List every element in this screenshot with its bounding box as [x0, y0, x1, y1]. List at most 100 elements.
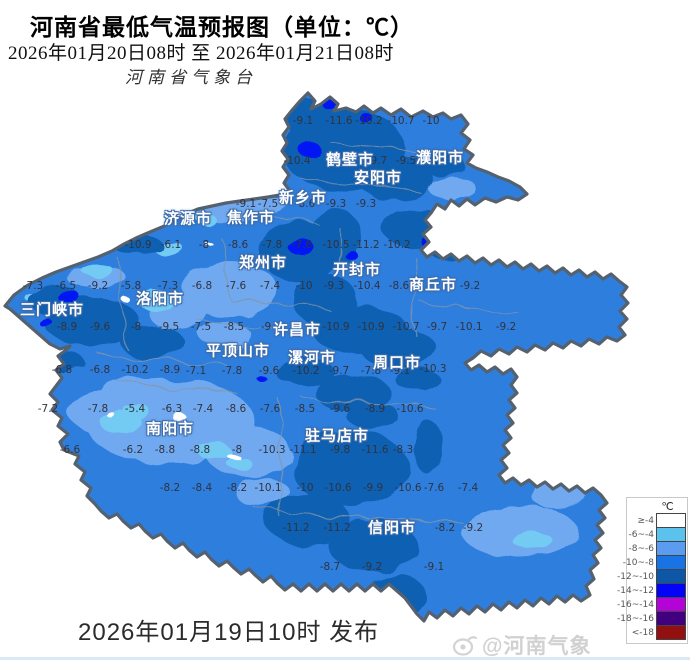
legend-color-swatch	[656, 583, 686, 598]
temp-value: -10	[422, 115, 440, 127]
legend-item: -14~-12	[617, 583, 686, 598]
temp-value: -8.6	[294, 198, 316, 210]
city-boundaries	[95, 141, 521, 523]
temp-value: -8.9	[159, 364, 181, 376]
temp-value: -9.7	[328, 365, 350, 377]
temp-value: -7.1	[185, 365, 207, 377]
temp-value: -9.2	[361, 561, 383, 573]
temp-value: -8.9	[56, 321, 78, 333]
city-label: 驻马店市	[304, 427, 370, 445]
temp-value: -9.2	[495, 321, 517, 333]
temp-value: -6.1	[160, 239, 182, 251]
province-base-fill	[5, 93, 628, 621]
temp-value: -6.2	[122, 444, 144, 456]
temp-value: -8.6	[388, 280, 410, 292]
legend-item-label: -14~-12	[617, 586, 654, 596]
temp-value: -9.1	[235, 198, 257, 210]
temp-value: -8	[130, 321, 142, 333]
temp-value: -8.8	[154, 444, 176, 456]
temp-value: -10.3	[419, 363, 447, 375]
city-label: 洛阳市	[135, 290, 185, 308]
province-border	[3, 91, 630, 623]
legend-color-swatch	[656, 555, 686, 570]
legend-item-label: -16~-14	[617, 600, 654, 610]
legend-item: <-18	[627, 625, 686, 640]
temp-value: -7.8	[87, 403, 109, 415]
temp-value: -9.2	[87, 280, 109, 292]
temp-value: -7.3	[22, 280, 44, 292]
legend-item-label: <-18	[631, 628, 654, 638]
temp-value: -6.8	[191, 280, 213, 292]
temp-value: -9.1	[292, 115, 314, 127]
temp-value: -11.2	[323, 522, 351, 534]
temp-value: -7.4	[457, 482, 479, 494]
legend-color-swatch	[656, 513, 686, 528]
temp-value: -9.2	[459, 280, 481, 292]
temp-value: -11.2	[352, 239, 380, 251]
map-legend: ℃ ≥-4 -6~-4 -8~-6 -10~-8 -12~-10 -14~-12 -16~-…	[617, 497, 688, 644]
legend-unit-label: ℃	[661, 501, 674, 513]
temp-value: -8.6	[227, 239, 249, 251]
temp-value: -7.6	[259, 403, 281, 415]
legend-item-label: -8~-6	[628, 544, 655, 554]
temp-value: -10.2	[292, 365, 320, 377]
temp-value: -10.2	[355, 115, 383, 127]
city-label: 济源市	[163, 210, 213, 228]
legend-color-swatch	[656, 569, 686, 584]
temp-value: -11.6	[361, 444, 389, 456]
city-label: 漯河市	[287, 349, 337, 367]
temp-value: -7.8	[261, 239, 283, 251]
temp-value: -9.8	[329, 444, 351, 456]
temp-value: -8.4	[191, 482, 213, 494]
temp-value: -8.2	[434, 522, 456, 534]
temp-value: -7.8	[221, 365, 243, 377]
city-label: 商丘市	[408, 276, 458, 294]
legend-color-swatch	[656, 625, 686, 640]
city-label: 新乡市	[278, 189, 328, 207]
temp-value: -8	[198, 239, 210, 251]
temp-value: -9.9	[362, 482, 384, 494]
temp-value: -10.4	[283, 155, 311, 167]
legend-item: -12~-10	[617, 569, 686, 584]
temp-value: -10	[295, 280, 313, 292]
temp-value: -9.5	[158, 321, 180, 333]
legend-item: -10~-8	[623, 555, 686, 570]
weibo-watermark: @河南气象	[452, 630, 591, 660]
city-label: 焦作市	[226, 209, 276, 227]
temp-value: -7.6	[225, 280, 247, 292]
temp-value: -8.7	[319, 561, 341, 573]
page-title: 河南省最低气温预报图（单位：℃）	[30, 14, 414, 40]
legend-item-label: -10~-8	[622, 558, 654, 568]
temp-value: -7.6	[291, 239, 313, 251]
agency-name: 河南省气象台	[125, 68, 257, 88]
temp-value: -7.8	[360, 365, 382, 377]
temp-value: -10.9	[357, 321, 385, 333]
temp-value: -8.6	[225, 403, 247, 415]
temp-value: -10.1	[455, 321, 483, 333]
temp-value: -10.7	[387, 115, 415, 127]
temp-value: -8	[430, 155, 442, 167]
temp-value: -10.2	[383, 239, 411, 251]
temp-value: -7.3	[157, 280, 179, 292]
temp-value: -11.6	[325, 115, 353, 127]
city-label: 安阳市	[353, 169, 403, 187]
temp-value: -8.8	[189, 444, 211, 456]
legend-item: -18~-16	[617, 611, 686, 626]
temp-value: -8.9	[364, 403, 386, 415]
city-label: 濮阳市	[415, 149, 465, 167]
city-label: 周口市	[372, 354, 422, 372]
temp-value: -9	[260, 321, 272, 333]
temp-value: -10.6	[394, 482, 422, 494]
temp-value: -9.1	[389, 365, 411, 377]
temp-value: -11.1	[289, 444, 317, 456]
city-label: 鹤壁市	[325, 151, 375, 169]
temp-value: -11.2	[282, 522, 310, 534]
temp-value: -7.5	[190, 321, 212, 333]
temp-value: -9.7	[426, 321, 448, 333]
legend-item-label: -12~-10	[617, 572, 654, 582]
legend-color-swatch	[656, 611, 686, 626]
temp-value: -9.5	[395, 155, 417, 167]
temp-value: -10.9	[322, 321, 350, 333]
